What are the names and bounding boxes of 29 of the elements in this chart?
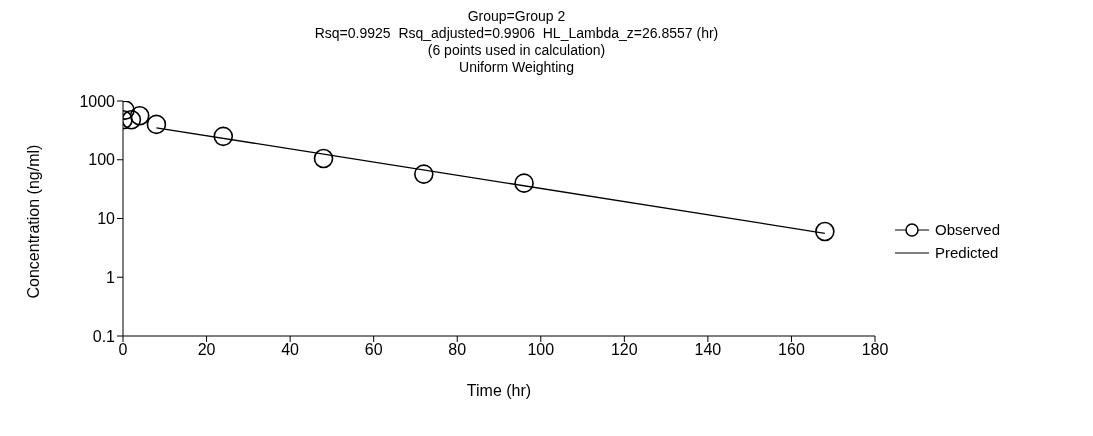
x-tick-label: 180 [861, 341, 889, 359]
point [213, 126, 234, 147]
point [414, 164, 434, 184]
y-tick-label: 1000 [79, 92, 116, 110]
x-tick-label: 160 [778, 341, 805, 359]
point [146, 114, 167, 135]
x-tick-label: 40 [281, 341, 300, 359]
point [123, 109, 142, 130]
y-tick-label: 0.1 [92, 327, 116, 345]
x-tick-label: 0 [118, 341, 128, 359]
y-tick-label: 100 [88, 151, 116, 169]
chart-subtitle: Rsq=0.9925 Rsq_adjusted=0.9906 HL_Lambda_z=26.8557 (hr) (6 points used in calculation) Uniform Weighting [313, 25, 720, 76]
x-tick-label: 140 [694, 341, 722, 359]
x-axis-title: Time (hr) [466, 382, 532, 399]
point [313, 148, 334, 169]
y-tick-label: 1 [106, 268, 116, 286]
legend-label: Observed [935, 221, 1001, 238]
chart-title: Group=Group 2 [466, 8, 567, 25]
x-tick-label: 60 [364, 341, 383, 359]
x-tick-label: 20 [197, 341, 216, 359]
point [815, 221, 835, 242]
x-tick-label: 100 [527, 341, 555, 359]
y-axis-title: Concentration (ng/ml) [24, 144, 42, 299]
x-tick-label: 80 [448, 341, 467, 359]
legend-label: Predicted [935, 244, 999, 261]
y-tick-label: 10 [97, 210, 116, 228]
point [514, 173, 534, 193]
point [129, 105, 150, 126]
x-tick-label: 120 [610, 341, 638, 359]
